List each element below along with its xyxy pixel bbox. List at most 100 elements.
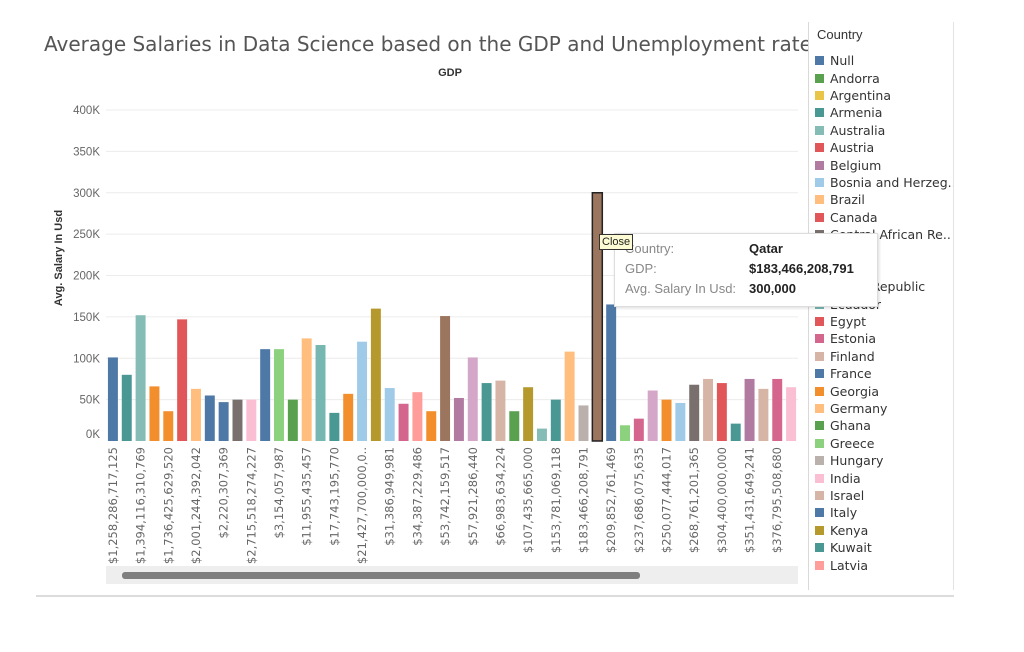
legend-item[interactable]: Argentina <box>815 87 953 104</box>
legend-item[interactable]: Germany <box>815 400 953 417</box>
bar[interactable] <box>232 399 243 442</box>
bar[interactable] <box>343 393 354 441</box>
legend-item[interactable]: Egypt <box>815 313 953 330</box>
legend-item[interactable]: Greece <box>815 435 953 452</box>
legend-item[interactable]: Estonia <box>815 330 953 347</box>
legend-item[interactable]: Armenia <box>815 104 953 121</box>
bar[interactable] <box>274 349 284 441</box>
legend-item[interactable]: Andorra <box>815 69 953 86</box>
bar[interactable] <box>398 403 409 441</box>
legend-label: Armenia <box>830 105 883 121</box>
x-tick-label: $31,386,949,981 <box>383 447 397 546</box>
bar[interactable] <box>163 411 174 441</box>
bar[interactable] <box>357 341 368 441</box>
bar[interactable] <box>481 383 492 441</box>
bar[interactable] <box>190 388 201 441</box>
bar-tooltip: Country: Qatar GDP: $183,466,208,791 Avg… <box>614 233 878 307</box>
tooltip-close-button[interactable]: Close <box>599 234 634 250</box>
bar[interactable] <box>246 399 257 442</box>
bar[interactable] <box>135 315 146 441</box>
bar[interactable] <box>440 316 451 441</box>
legend-item[interactable]: Bosnia and Herzeg.. <box>815 174 954 191</box>
legend-item[interactable]: Ghana <box>815 417 953 434</box>
legend-swatch <box>815 56 824 66</box>
bar[interactable] <box>550 399 561 442</box>
bar[interactable] <box>703 378 714 441</box>
legend-item[interactable]: France <box>815 365 953 382</box>
bar[interactable] <box>716 383 727 441</box>
legend-list: Null Andorra Argentina Armenia Australia Aust… <box>815 52 954 574</box>
bar[interactable] <box>606 304 617 441</box>
bar[interactable] <box>772 378 783 441</box>
legend-label: Finland <box>830 348 875 364</box>
legend-swatch <box>815 212 824 222</box>
legend-item[interactable]: Australia <box>815 122 953 139</box>
bar[interactable] <box>384 388 395 441</box>
legend-item[interactable]: Brazil <box>815 191 953 208</box>
bar[interactable] <box>620 425 630 441</box>
divider <box>36 595 954 597</box>
horizontal-scrollbar-thumb[interactable] <box>122 572 640 579</box>
tooltip-gdp-value: $183,466,208,791 <box>749 261 854 276</box>
x-tick-label: $2,001,244,392,042 <box>189 447 203 564</box>
tooltip-country-value: Qatar <box>749 241 783 256</box>
legend-item[interactable]: Kuwait <box>815 539 953 556</box>
bar[interactable] <box>564 351 575 441</box>
bar[interactable] <box>495 380 506 441</box>
bar[interactable] <box>149 386 160 441</box>
bar[interactable] <box>675 402 686 441</box>
y-axis-title: Avg. Salary In Usd <box>53 210 65 306</box>
legend-swatch <box>815 317 824 327</box>
legend-item[interactable]: Canada <box>815 209 953 226</box>
bar[interactable] <box>107 357 118 441</box>
bar[interactable] <box>578 405 589 441</box>
bar[interactable] <box>329 412 340 441</box>
legend-item[interactable]: Israel <box>815 487 953 504</box>
legend-item[interactable]: Georgia <box>815 382 953 399</box>
x-tick-label: $107,435,665,000 <box>521 447 535 553</box>
bar[interactable] <box>536 428 547 441</box>
bar[interactable] <box>218 402 229 441</box>
bar[interactable] <box>730 423 741 441</box>
legend-item[interactable]: Hungary <box>815 452 953 469</box>
bar[interactable] <box>661 399 672 442</box>
bar[interactable] <box>260 349 271 441</box>
legend-swatch <box>815 404 824 413</box>
bar[interactable] <box>287 399 298 442</box>
bar[interactable] <box>647 390 658 441</box>
bar[interactable] <box>412 392 423 441</box>
bar[interactable] <box>453 397 464 441</box>
bar[interactable] <box>177 319 188 441</box>
legend-label: Estonia <box>830 331 877 347</box>
bar[interactable] <box>315 345 326 441</box>
x-tick-label: $17,743,195,770 <box>327 447 341 546</box>
bar[interactable] <box>744 378 755 441</box>
bar[interactable] <box>523 387 534 441</box>
bar[interactable] <box>758 388 769 441</box>
legend-item[interactable]: Austria <box>815 139 953 156</box>
legend-item[interactable]: Italy <box>815 504 953 521</box>
legend-item[interactable]: Kenya <box>815 522 953 539</box>
bar[interactable] <box>370 308 381 441</box>
bar[interactable] <box>509 411 520 441</box>
bar[interactable] <box>121 374 132 441</box>
legend-label: India <box>830 470 861 486</box>
legend-item[interactable]: Null <box>815 52 953 69</box>
bar[interactable] <box>204 395 215 441</box>
x-tick-label: $250,077,444,017 <box>660 447 674 553</box>
legend-item[interactable]: India <box>815 469 953 486</box>
bar[interactable] <box>633 418 644 441</box>
legend-label: Bosnia and Herzeg.. <box>830 174 954 190</box>
bar-highlighted[interactable] <box>591 192 604 442</box>
bar[interactable] <box>786 387 797 441</box>
legend-item[interactable]: Finland <box>815 348 953 365</box>
bar[interactable] <box>301 338 312 441</box>
bar[interactable] <box>426 411 437 441</box>
legend-item[interactable]: Belgium <box>815 156 953 173</box>
legend-label: Kenya <box>830 522 869 538</box>
legend-item[interactable]: Latvia <box>815 556 953 573</box>
y-tick-label: 0K <box>86 429 100 441</box>
bar[interactable] <box>689 384 700 441</box>
legend-swatch <box>815 125 824 135</box>
bar[interactable] <box>467 357 478 441</box>
